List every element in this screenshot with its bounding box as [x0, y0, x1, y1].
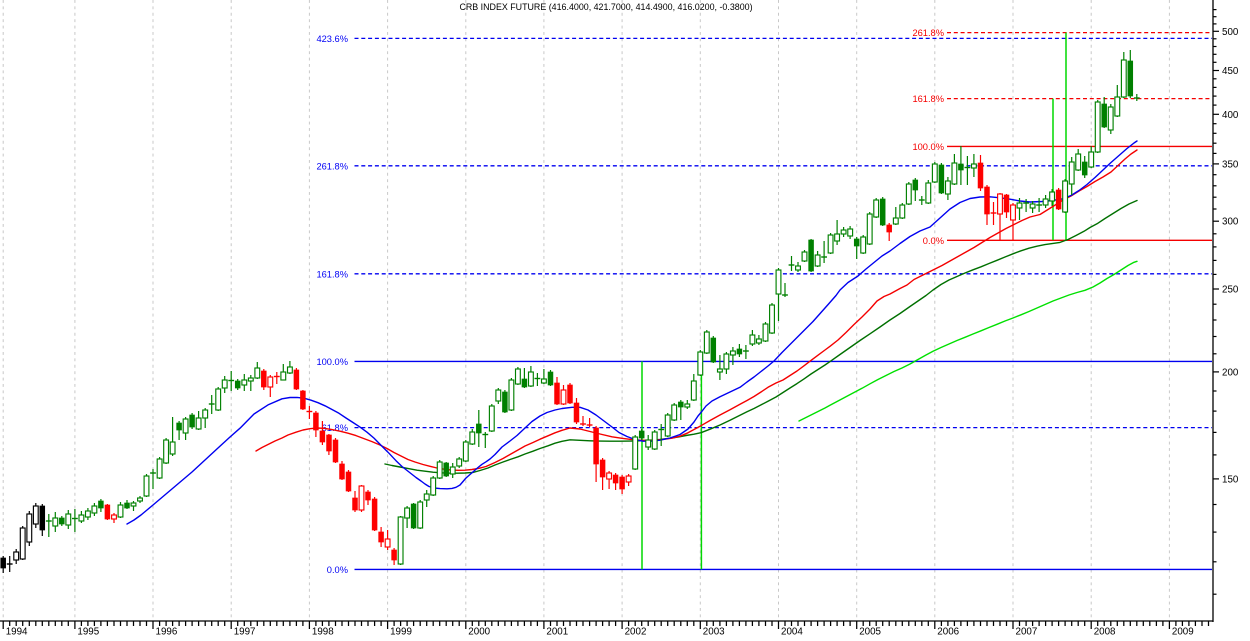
svg-text:2009: 2009 [1172, 627, 1194, 637]
svg-text:2007: 2007 [1016, 627, 1038, 637]
svg-text:1998: 1998 [312, 627, 334, 637]
svg-text:161.8%: 161.8% [912, 94, 944, 104]
svg-text:1996: 1996 [156, 627, 178, 637]
svg-text:2005: 2005 [859, 627, 881, 637]
svg-text:2004: 2004 [781, 627, 803, 637]
svg-text:2003: 2003 [703, 627, 725, 637]
svg-text:261.8%: 261.8% [316, 161, 348, 171]
svg-text:250: 250 [1222, 285, 1239, 296]
svg-text:1999: 1999 [390, 627, 412, 637]
svg-text:200: 200 [1222, 367, 1239, 378]
svg-text:1997: 1997 [234, 627, 256, 637]
svg-text:350: 350 [1222, 159, 1239, 170]
svg-text:500: 500 [1222, 27, 1239, 38]
svg-text:450: 450 [1222, 66, 1239, 77]
svg-text:261.8%: 261.8% [912, 28, 944, 38]
svg-text:CRB INDEX FUTURE (416.4000, 42: CRB INDEX FUTURE (416.4000, 421.7000, 41… [459, 2, 752, 12]
svg-text:2000: 2000 [468, 627, 490, 637]
svg-text:100.0%: 100.0% [316, 357, 348, 367]
svg-text:1995: 1995 [77, 627, 99, 637]
svg-text:61.8%: 61.8% [322, 423, 348, 433]
svg-text:0.0%: 0.0% [923, 236, 944, 246]
svg-text:400: 400 [1222, 110, 1239, 121]
svg-text:0.0%: 0.0% [327, 565, 348, 575]
svg-text:100.0%: 100.0% [912, 142, 944, 152]
svg-text:2001: 2001 [546, 627, 568, 637]
svg-text:300: 300 [1222, 217, 1239, 228]
svg-text:423.6%: 423.6% [316, 34, 348, 44]
svg-text:2008: 2008 [1094, 627, 1116, 637]
svg-text:150: 150 [1222, 474, 1239, 485]
svg-text:161.8%: 161.8% [316, 269, 348, 279]
svg-text:1994: 1994 [6, 627, 28, 637]
svg-text:2002: 2002 [625, 627, 647, 637]
svg-text:2006: 2006 [937, 627, 959, 637]
